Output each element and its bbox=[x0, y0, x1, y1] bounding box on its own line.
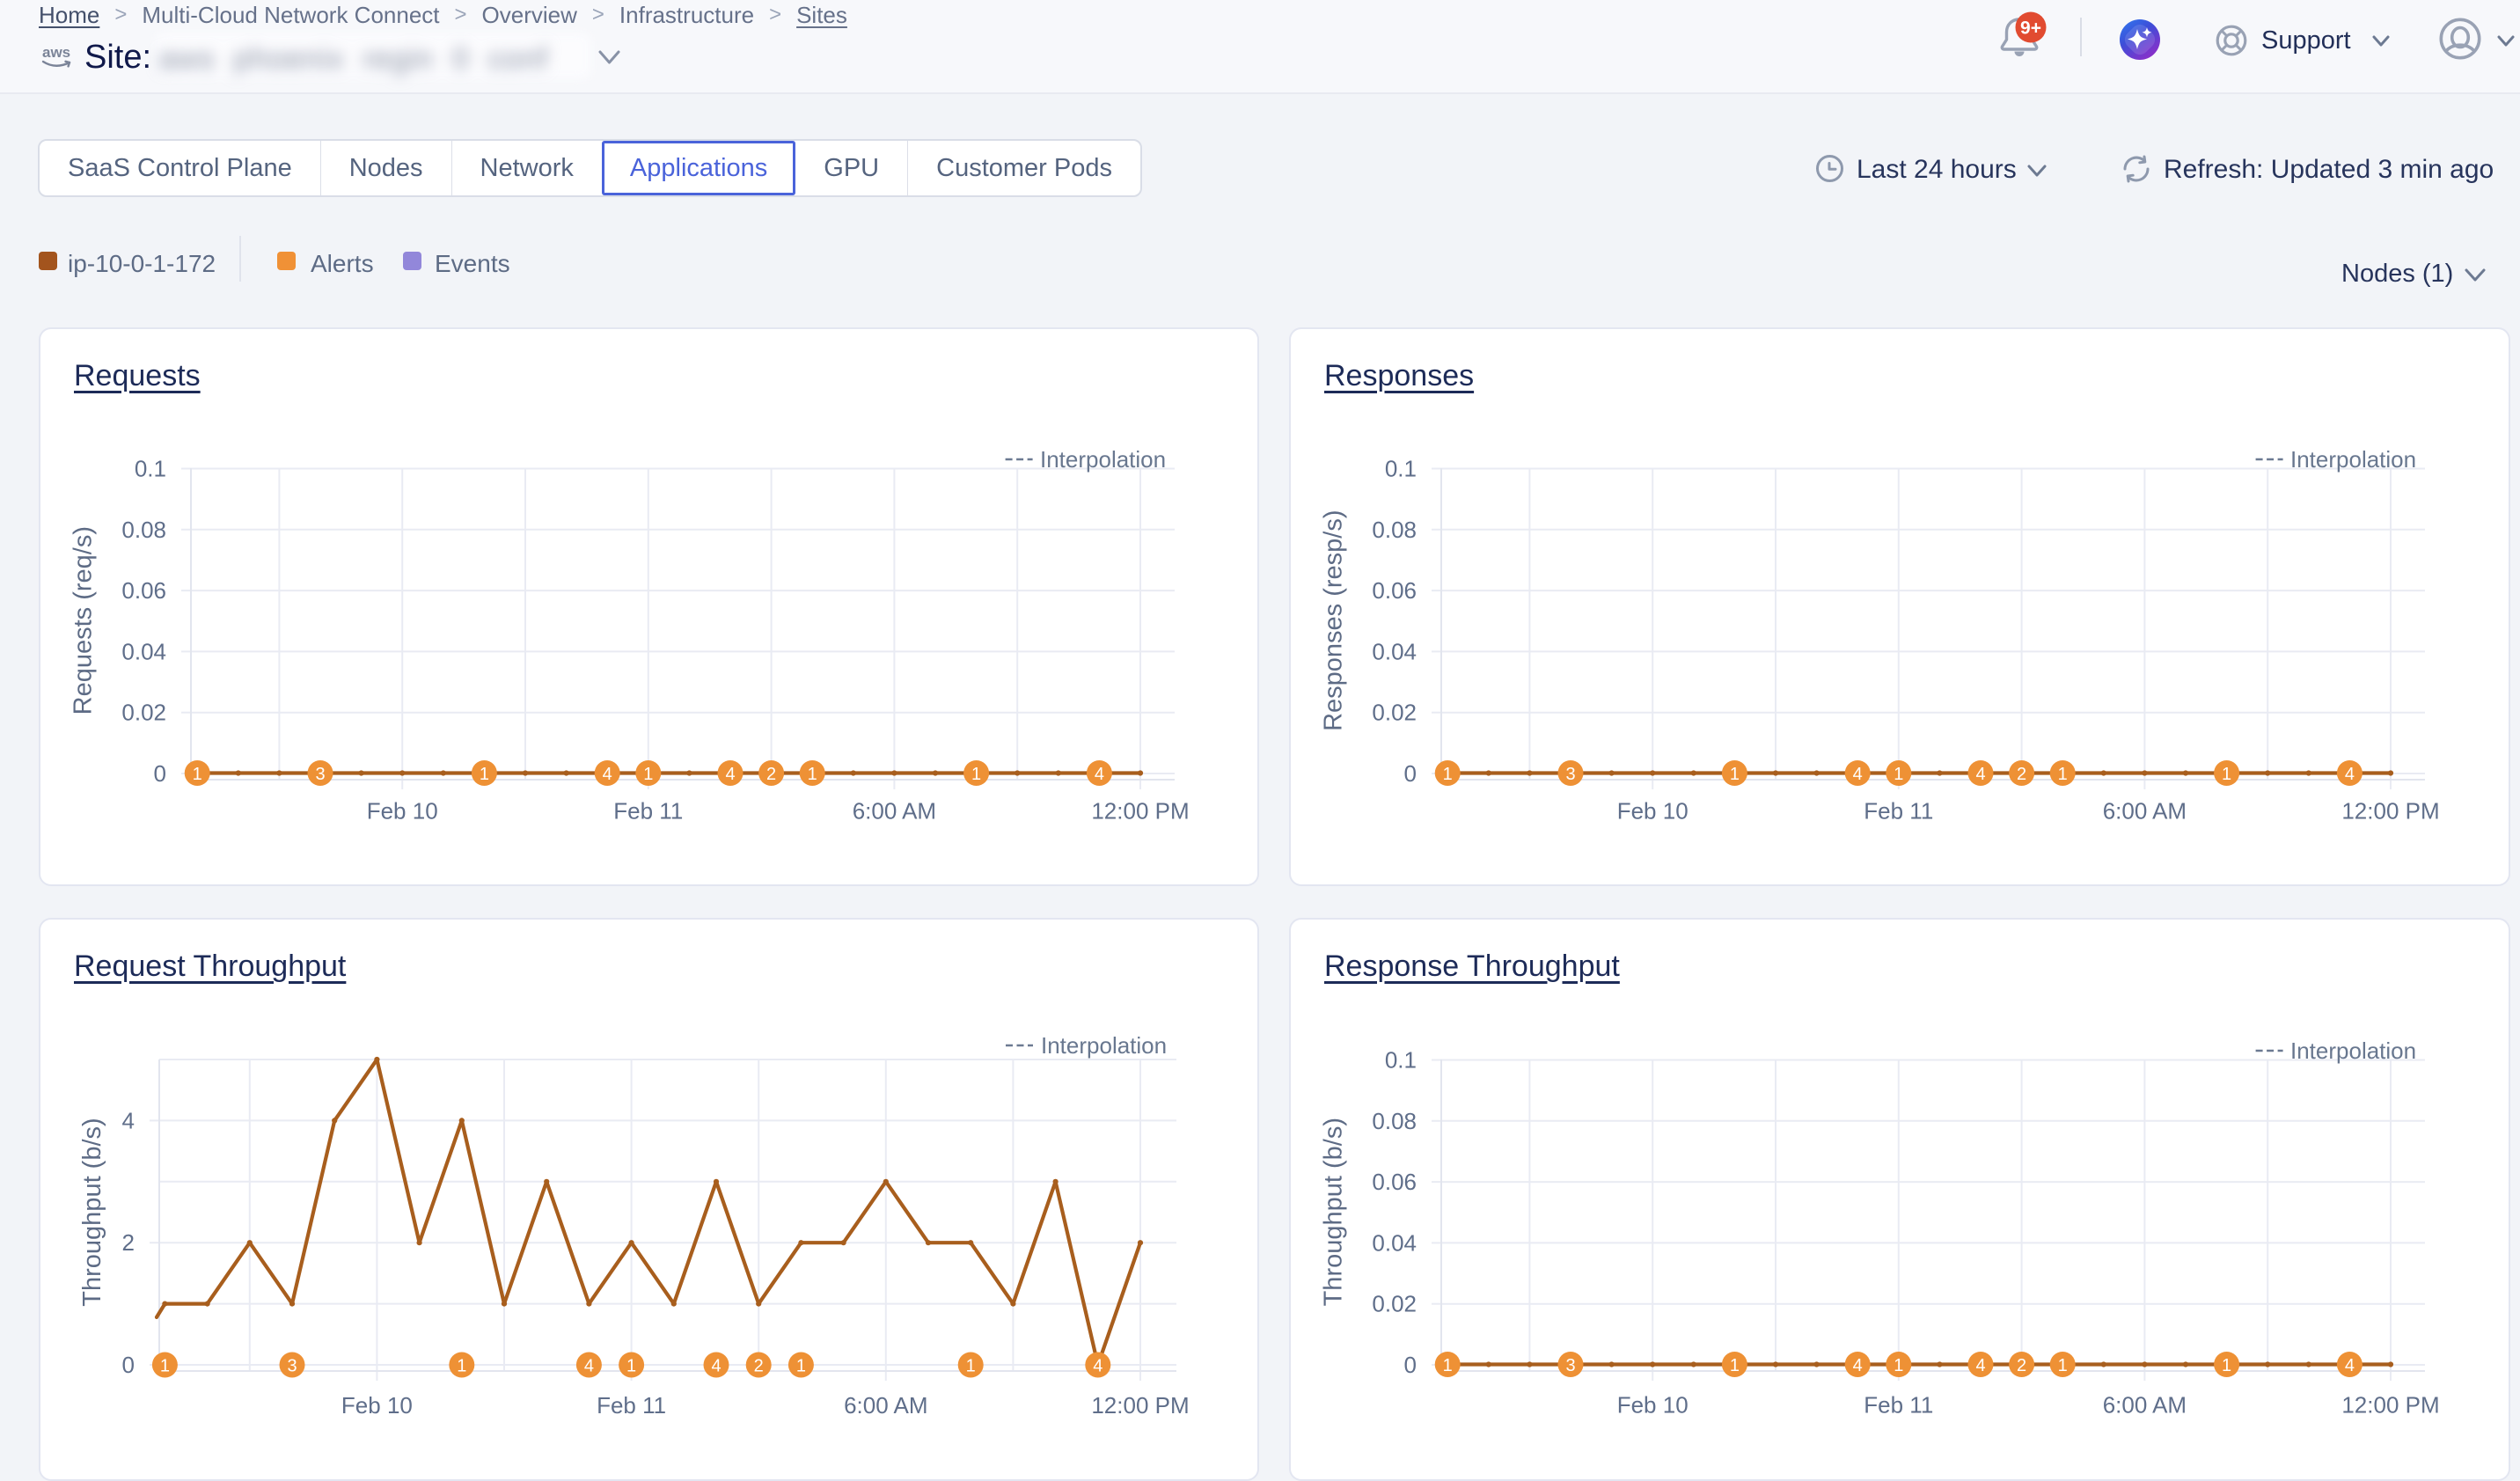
svg-text:aws: aws bbox=[42, 44, 70, 61]
svg-text:9+: 9+ bbox=[2020, 18, 2041, 39]
